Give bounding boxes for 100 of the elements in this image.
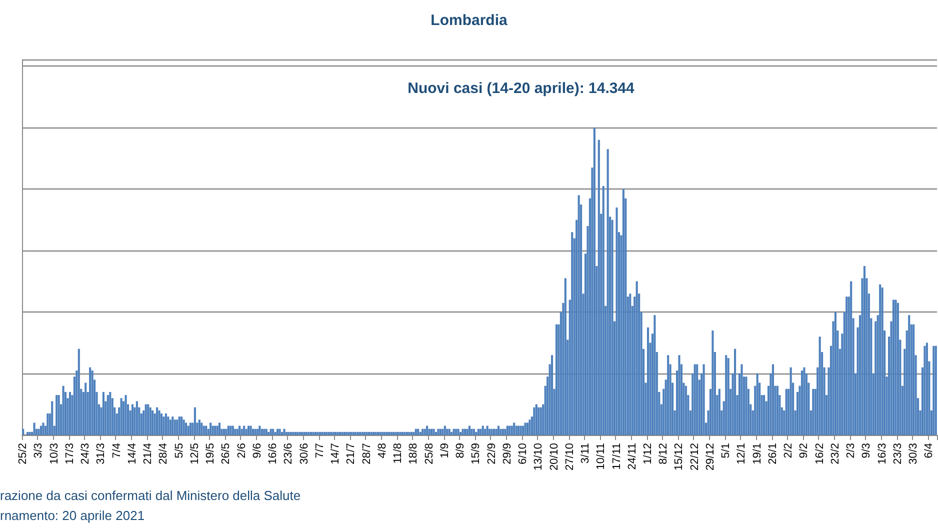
bar	[200, 422, 203, 435]
x-tick-label: 24/11	[626, 443, 638, 470]
bar	[318, 432, 321, 435]
x-tick-label: 1/9	[438, 443, 451, 458]
bar	[236, 428, 238, 435]
bar	[102, 392, 104, 435]
x-tick-label: 12/1	[736, 443, 748, 464]
bar	[426, 426, 428, 435]
bar	[444, 426, 446, 435]
bar	[379, 432, 382, 435]
bar	[424, 428, 426, 435]
bar	[124, 395, 127, 435]
x-tick-label: 7/7	[314, 443, 326, 458]
bar	[354, 432, 357, 435]
bar	[292, 432, 294, 435]
bar	[336, 432, 339, 435]
bar	[892, 300, 895, 435]
bar	[245, 428, 248, 435]
x-tick-label: 15/9	[470, 443, 482, 464]
bar	[727, 358, 730, 435]
bar	[564, 278, 566, 435]
bar	[368, 432, 370, 435]
bar	[227, 426, 230, 435]
bar	[40, 426, 42, 435]
bar	[533, 407, 536, 435]
bar	[91, 370, 94, 435]
bar	[198, 420, 200, 435]
bar	[667, 355, 670, 435]
bar	[636, 281, 638, 435]
bar	[495, 428, 498, 435]
x-tick-label: 12/5	[188, 443, 201, 464]
bar	[466, 428, 468, 435]
bar	[434, 432, 438, 435]
bar	[172, 416, 174, 435]
bar	[306, 432, 308, 435]
bar	[238, 426, 241, 435]
bar	[167, 416, 170, 435]
x-tick-label: 10/3	[48, 443, 60, 464]
bar	[56, 395, 58, 435]
x-tick-label: 30/3	[908, 443, 920, 464]
bar	[818, 336, 821, 435]
bar	[250, 426, 252, 435]
x-tick-label: 16/2	[814, 443, 826, 464]
bar	[58, 395, 60, 435]
bar	[386, 432, 388, 435]
bar	[894, 300, 897, 435]
x-tick-label: 17/3	[64, 443, 76, 464]
bar	[189, 422, 192, 435]
bar	[850, 281, 852, 435]
x-tick-label: 14/4	[126, 443, 138, 464]
x-tick-label: 16/3	[876, 443, 888, 464]
bar	[187, 426, 190, 435]
bar	[480, 428, 482, 435]
bar	[745, 376, 748, 435]
bar	[932, 346, 935, 435]
bar	[160, 413, 163, 435]
x-tick-label: 9/6	[251, 443, 264, 458]
bar	[776, 386, 778, 435]
bar	[510, 426, 513, 435]
bar	[22, 428, 24, 435]
bar	[611, 220, 614, 435]
bar	[502, 428, 504, 435]
bar	[106, 395, 109, 435]
text: razione da casi confermati dal Ministero della Salute	[0, 488, 301, 503]
bar	[51, 401, 54, 435]
bar	[156, 407, 158, 435]
x-tick-label: 2/3	[845, 443, 858, 458]
bar	[260, 428, 263, 435]
bar	[401, 432, 404, 435]
bar	[551, 355, 554, 435]
bar	[254, 428, 256, 435]
bar	[268, 432, 270, 435]
bar	[330, 432, 332, 435]
bar	[432, 428, 435, 435]
bar	[428, 428, 430, 435]
bar	[702, 364, 705, 435]
x-tick-label: 8/9	[454, 443, 467, 458]
bar	[450, 432, 453, 435]
bar	[881, 287, 884, 435]
bar	[490, 428, 493, 435]
bar	[446, 428, 448, 435]
bar	[182, 420, 185, 435]
bar	[448, 428, 450, 435]
bar	[178, 416, 180, 435]
bar	[790, 367, 792, 435]
bar	[430, 428, 433, 435]
x-tick-label: 1/12	[642, 443, 654, 464]
bar	[328, 432, 330, 435]
bar	[540, 407, 542, 435]
bar	[593, 128, 596, 435]
bar	[243, 426, 246, 435]
x-tick-label: 30/6	[298, 443, 310, 464]
bar	[89, 367, 92, 435]
bar	[484, 428, 486, 435]
bar	[528, 420, 531, 435]
bar	[218, 422, 221, 435]
bar	[912, 324, 915, 435]
bar	[712, 330, 714, 435]
bar	[247, 426, 250, 435]
x-tick-label: 26/1	[766, 443, 779, 464]
